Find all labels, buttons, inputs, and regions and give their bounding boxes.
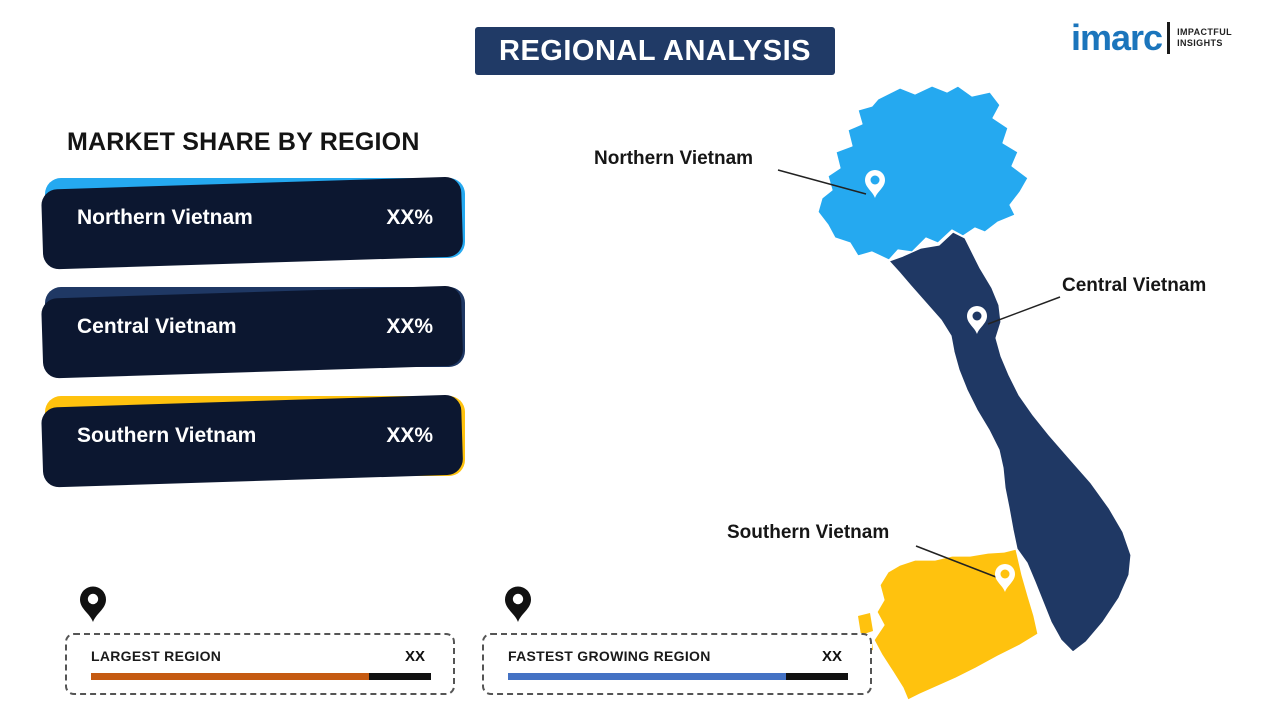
logo-tagline: IMPACTFUL INSIGHTS xyxy=(1177,27,1232,50)
map-pin-central xyxy=(967,306,987,334)
region-card-share: XX% xyxy=(386,424,433,447)
fastest-growing-region-label: FASTEST GROWING REGION xyxy=(508,648,711,664)
market-share-heading: MARKET SHARE BY REGION xyxy=(67,128,420,156)
region-card-northern-vietnam: Northern Vietnam XX% xyxy=(45,178,465,258)
logo-tagline-line1: IMPACTFUL xyxy=(1177,26,1232,37)
leader-line-central xyxy=(987,296,1061,325)
map-pin-southern xyxy=(995,564,1015,592)
fastest-growing-region-pin-icon xyxy=(505,586,531,622)
logo-brand-text: imarc xyxy=(1070,17,1163,58)
fastest-growing-region-bar-fill xyxy=(508,673,786,680)
imarc-logo: imarc IMPACTFUL INSIGHTS xyxy=(1071,20,1232,56)
map-pin-northern xyxy=(865,170,885,198)
map-label-northern-vietnam: Northern Vietnam xyxy=(594,148,754,169)
largest-region-bar-end xyxy=(369,673,431,680)
page-title: REGIONAL ANALYSIS xyxy=(499,34,811,67)
map-region-northern-vietnam xyxy=(817,85,1029,261)
map-region-central-vietnam xyxy=(888,231,1132,653)
leader-line-northern xyxy=(777,169,867,195)
region-card-name: Northern Vietnam xyxy=(77,206,253,229)
largest-region-pin-icon xyxy=(80,586,106,622)
fastest-growing-region-box: FASTEST GROWING REGION XX xyxy=(482,633,872,695)
logo-divider xyxy=(1167,22,1171,54)
leader-line-southern xyxy=(915,545,997,578)
map-island-phu-quoc xyxy=(858,613,873,635)
region-card-share: XX% xyxy=(386,315,433,338)
page-title-box: REGIONAL ANALYSIS xyxy=(475,27,835,75)
logo-tagline-line2: INSIGHTS xyxy=(1177,38,1223,48)
largest-region-value: XX xyxy=(404,648,425,665)
region-card-central-vietnam: Central Vietnam XX% xyxy=(45,287,465,367)
largest-region-bar xyxy=(91,673,431,680)
region-share-cards: Northern Vietnam XX% Central Vietnam XX%… xyxy=(45,178,465,505)
region-card-name: Southern Vietnam xyxy=(77,424,257,447)
fastest-growing-region-bar-end xyxy=(786,673,848,680)
region-card-southern-vietnam: Southern Vietnam XX% xyxy=(45,396,465,476)
largest-region-label: LARGEST REGION xyxy=(91,648,222,664)
region-card-name: Central Vietnam xyxy=(77,315,237,338)
map-label-southern-vietnam: Southern Vietnam xyxy=(727,522,890,543)
region-card-share: XX% xyxy=(386,206,433,229)
fastest-growing-region-value: XX xyxy=(821,648,842,665)
fastest-growing-region-bar xyxy=(508,673,848,680)
largest-region-bar-fill xyxy=(91,673,369,680)
map-label-central-vietnam: Central Vietnam xyxy=(1062,275,1207,296)
largest-region-box: LARGEST REGION XX xyxy=(65,633,455,695)
map-region-southern-vietnam xyxy=(873,548,1039,701)
